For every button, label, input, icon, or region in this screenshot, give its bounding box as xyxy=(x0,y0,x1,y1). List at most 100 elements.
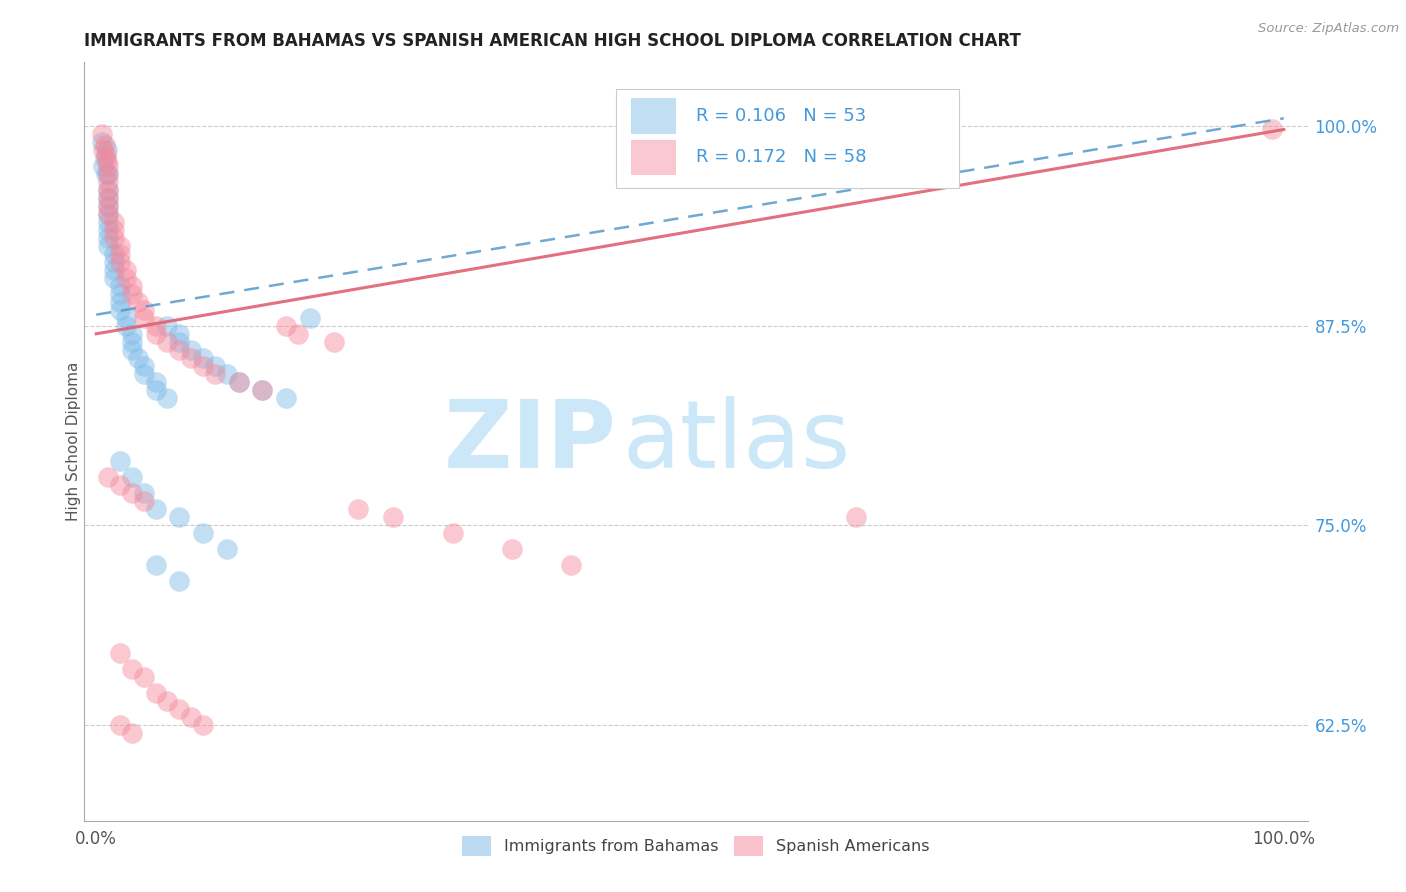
Point xyxy=(382,510,405,524)
Point xyxy=(103,255,125,269)
Point xyxy=(132,302,155,317)
Text: IMMIGRANTS FROM BAHAMAS VS SPANISH AMERICAN HIGH SCHOOL DIPLOMA CORRELATION CHAR: IMMIGRANTS FROM BAHAMAS VS SPANISH AMERI… xyxy=(84,32,1021,50)
Point xyxy=(97,239,120,253)
Point xyxy=(191,359,214,373)
Point xyxy=(108,478,131,492)
Point xyxy=(501,542,523,557)
Point xyxy=(287,326,309,341)
Point xyxy=(96,143,118,157)
Point xyxy=(108,247,131,261)
Point xyxy=(204,367,226,381)
Point xyxy=(97,183,120,197)
Point xyxy=(108,279,131,293)
Point xyxy=(132,494,155,508)
Point xyxy=(97,167,120,181)
FancyBboxPatch shape xyxy=(631,140,675,174)
Point xyxy=(127,351,149,365)
Point xyxy=(97,199,120,213)
Y-axis label: High School Diploma: High School Diploma xyxy=(66,362,80,521)
Point xyxy=(145,383,167,397)
Point xyxy=(97,199,120,213)
Point xyxy=(845,510,868,524)
Point xyxy=(169,702,191,716)
Point xyxy=(94,167,117,181)
Point xyxy=(103,215,125,229)
Point xyxy=(156,391,179,405)
Point xyxy=(180,710,202,724)
Point xyxy=(156,694,179,708)
Point xyxy=(97,207,120,221)
Point xyxy=(108,646,131,660)
Point xyxy=(121,726,143,740)
Point xyxy=(121,343,143,357)
Point xyxy=(97,191,120,205)
Point xyxy=(108,302,131,317)
FancyBboxPatch shape xyxy=(616,89,959,187)
Point xyxy=(156,318,179,333)
Point xyxy=(298,310,321,325)
Point xyxy=(108,286,131,301)
Point xyxy=(121,486,143,500)
Point xyxy=(108,255,131,269)
Point xyxy=(115,263,138,277)
Point xyxy=(121,334,143,349)
Point xyxy=(97,215,120,229)
Point xyxy=(204,359,226,373)
Point xyxy=(121,662,143,676)
Point xyxy=(560,558,582,573)
Point xyxy=(91,135,114,149)
Point xyxy=(441,526,464,541)
Point xyxy=(93,138,115,153)
Point xyxy=(145,375,167,389)
Point xyxy=(115,318,138,333)
Text: atlas: atlas xyxy=(623,395,851,488)
Point xyxy=(97,231,120,245)
Point xyxy=(93,159,115,173)
Point xyxy=(191,526,214,541)
Point xyxy=(97,175,120,189)
Point xyxy=(191,718,214,732)
Point xyxy=(94,148,117,162)
Point xyxy=(97,167,120,181)
Point xyxy=(169,343,191,357)
Text: R = 0.106   N = 53: R = 0.106 N = 53 xyxy=(696,106,866,125)
Point xyxy=(132,359,155,373)
Point xyxy=(108,294,131,309)
Point xyxy=(346,502,368,516)
Point xyxy=(97,159,120,173)
Point xyxy=(127,294,149,309)
Text: Source: ZipAtlas.com: Source: ZipAtlas.com xyxy=(1258,22,1399,36)
Point xyxy=(322,334,344,349)
Point xyxy=(191,351,214,365)
Point xyxy=(145,318,167,333)
Point xyxy=(115,271,138,285)
Point xyxy=(169,326,191,341)
Point xyxy=(103,231,125,245)
Point xyxy=(276,318,298,333)
Point xyxy=(145,502,167,516)
Point xyxy=(145,558,167,573)
Point xyxy=(169,510,191,524)
Point xyxy=(121,279,143,293)
Point xyxy=(228,375,250,389)
Point xyxy=(103,263,125,277)
Point xyxy=(108,718,131,732)
Point xyxy=(108,454,131,468)
Point xyxy=(132,670,155,684)
Point xyxy=(215,367,238,381)
Point xyxy=(103,247,125,261)
Point xyxy=(121,286,143,301)
Point xyxy=(180,351,202,365)
Point xyxy=(132,310,155,325)
Point xyxy=(169,334,191,349)
Point xyxy=(252,383,274,397)
FancyBboxPatch shape xyxy=(631,98,675,133)
Point xyxy=(169,574,191,589)
Point xyxy=(252,383,274,397)
Point xyxy=(96,154,118,169)
Point xyxy=(115,310,138,325)
Point xyxy=(156,334,179,349)
Point xyxy=(180,343,202,357)
Point xyxy=(108,239,131,253)
Point xyxy=(97,223,120,237)
